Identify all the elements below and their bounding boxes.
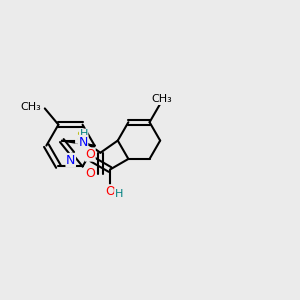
Text: CH₃: CH₃: [151, 94, 172, 104]
Text: H: H: [115, 189, 123, 199]
Text: O: O: [85, 148, 95, 161]
Text: O: O: [105, 185, 115, 198]
Text: O: O: [85, 167, 95, 180]
Text: N: N: [66, 154, 75, 166]
Text: H: H: [80, 129, 88, 139]
Text: CH₃: CH₃: [20, 102, 41, 112]
Text: S: S: [76, 130, 84, 143]
Text: N: N: [78, 136, 88, 148]
